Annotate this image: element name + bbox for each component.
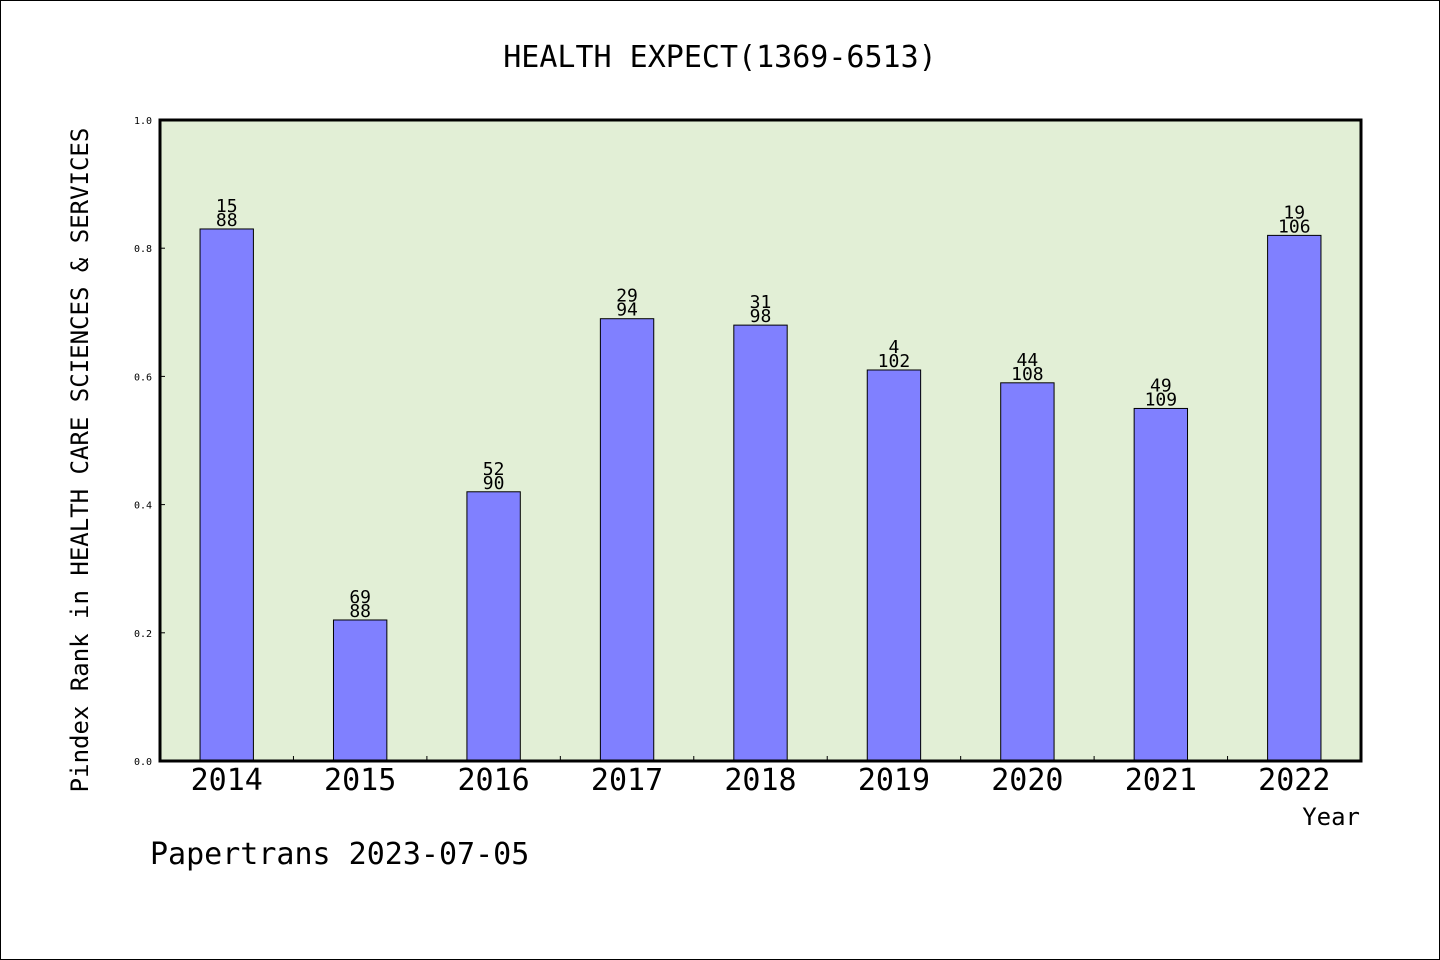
bar-2018 [733,324,788,762]
bar-total-label: 109 [1145,389,1178,410]
bar-rank-label: 69 [349,587,371,608]
bar-rank-label: 4 [889,337,900,358]
x-tick-label: 2019 [858,763,930,798]
bar-2014 [199,228,254,762]
x-tick-label: 2022 [1258,763,1330,798]
bar-rank-label: 19 [1283,202,1305,223]
bar-2022 [1267,234,1322,762]
bar-2019 [866,369,922,762]
bars-layer [199,228,1322,762]
bar-rank-label: 44 [1017,350,1039,371]
x-tick-label: 2015 [324,763,396,798]
bar-total-label: 102 [878,351,911,372]
bar-total-label: 88 [349,601,371,622]
bar-rank-label: 52 [483,459,505,480]
y-tick-label: 0.2 [134,629,152,640]
bar-rank-label: 31 [750,292,772,313]
bar-total-label: 94 [616,300,638,321]
credit-text: Papertrans 2023-07-05 [150,837,529,872]
bar-total-label: 98 [750,306,772,327]
x-tick-label: 2020 [991,763,1063,798]
bar-total-label: 106 [1278,216,1311,237]
y-tick-label: 0.6 [134,372,152,383]
y-axis-label: Pindex Rank in HEALTH CARE SCIENCES & SE… [66,128,94,793]
bar-2016 [466,491,521,762]
bar-rank-label: 49 [1150,375,1172,396]
y-tick-label: 0.4 [134,501,152,512]
bar-2017 [599,318,655,762]
y-tick-label: 0.8 [134,244,152,255]
x-tick-label: 2014 [191,763,263,798]
bar-total-label: 88 [216,210,238,231]
x-axis: 2014 2015 2016 2017 2018 2019 2020 2021 2022 [191,756,1330,798]
bar-2020 [1000,382,1055,762]
y-tick-label: 0.0 [134,757,152,768]
y-tick-label: 1.0 [134,116,152,127]
bar-total-label: 90 [483,473,505,494]
bar-rank-label: 15 [216,196,238,217]
x-tick-label: 2018 [724,763,796,798]
plot-frame [158,118,1363,763]
x-axis-label: Year [1302,803,1360,831]
x-tick-label: 2016 [457,763,529,798]
x-tick-label: 2021 [1125,763,1197,798]
bar-rank-label: 29 [616,286,638,307]
bar-2021 [1133,407,1189,762]
x-tick-label: 2017 [591,763,663,798]
chart-title: HEALTH EXPECT(1369-6513) [503,40,936,75]
bar-total-label: 108 [1011,364,1044,385]
bar-2015 [332,619,388,762]
